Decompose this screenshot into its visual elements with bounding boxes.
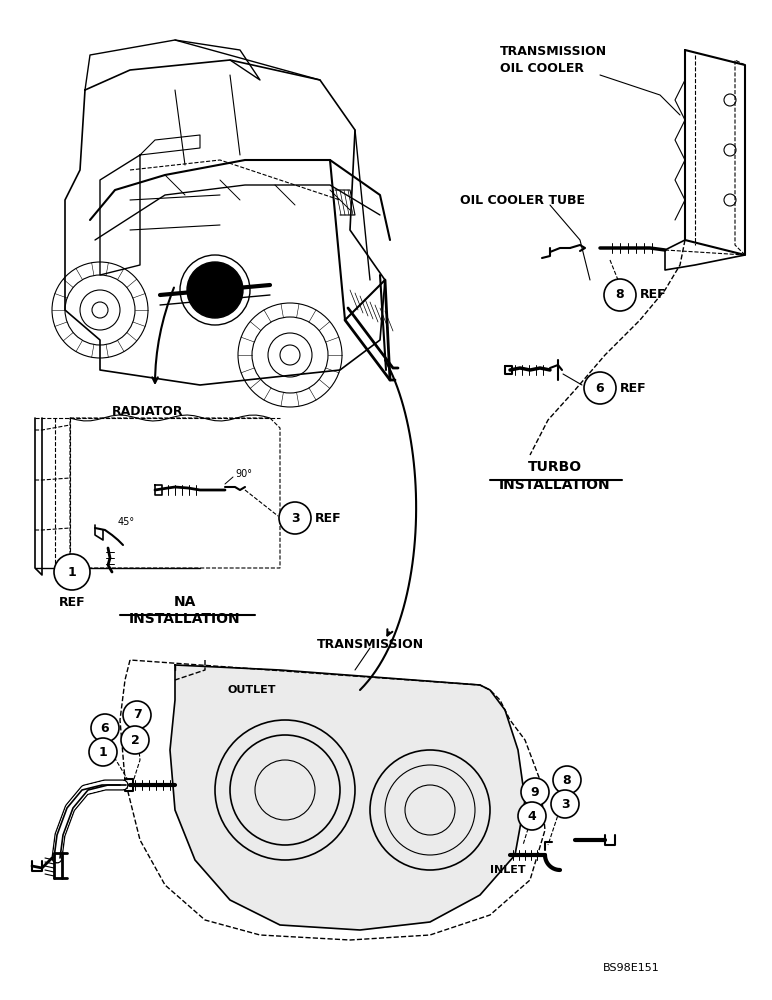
Circle shape [604, 279, 636, 311]
Text: INLET: INLET [490, 865, 526, 875]
Text: 3: 3 [560, 798, 569, 810]
Text: 9: 9 [530, 786, 540, 798]
Text: INSTALLATION: INSTALLATION [499, 478, 611, 492]
Text: OUTLET: OUTLET [228, 685, 276, 695]
Circle shape [521, 778, 549, 806]
Circle shape [91, 714, 119, 742]
Text: 4: 4 [527, 810, 537, 822]
Text: INSTALLATION: INSTALLATION [129, 612, 241, 626]
Text: 8: 8 [616, 288, 625, 302]
Text: 90°: 90° [235, 469, 252, 479]
Text: 7: 7 [133, 708, 141, 722]
Text: 2: 2 [130, 734, 140, 746]
Circle shape [553, 766, 581, 794]
Text: REF: REF [620, 381, 647, 394]
Text: REF: REF [315, 512, 342, 524]
Text: OIL COOLER TUBE: OIL COOLER TUBE [460, 194, 585, 207]
Circle shape [123, 701, 151, 729]
Polygon shape [170, 665, 525, 930]
Text: REF: REF [640, 288, 667, 302]
Text: 45°: 45° [118, 517, 135, 527]
Text: NA: NA [174, 595, 196, 609]
Text: TURBO: TURBO [528, 460, 582, 474]
Text: TRANSMISSION
OIL COOLER: TRANSMISSION OIL COOLER [500, 45, 607, 75]
Circle shape [551, 790, 579, 818]
Circle shape [584, 372, 616, 404]
Circle shape [121, 726, 149, 754]
Text: REF: REF [59, 596, 86, 609]
Circle shape [54, 554, 90, 590]
Text: 8: 8 [563, 774, 571, 786]
Circle shape [518, 802, 546, 830]
Circle shape [89, 738, 117, 766]
Text: RADIATOR: RADIATOR [112, 405, 184, 418]
Text: 1: 1 [99, 746, 107, 758]
Circle shape [279, 502, 311, 534]
Text: 6: 6 [596, 381, 604, 394]
Text: TRANSMISSION: TRANSMISSION [317, 638, 424, 651]
Text: 3: 3 [291, 512, 300, 524]
Text: 1: 1 [68, 566, 76, 578]
Text: 6: 6 [100, 722, 110, 734]
Text: BS98E151: BS98E151 [603, 963, 660, 973]
Circle shape [187, 262, 243, 318]
